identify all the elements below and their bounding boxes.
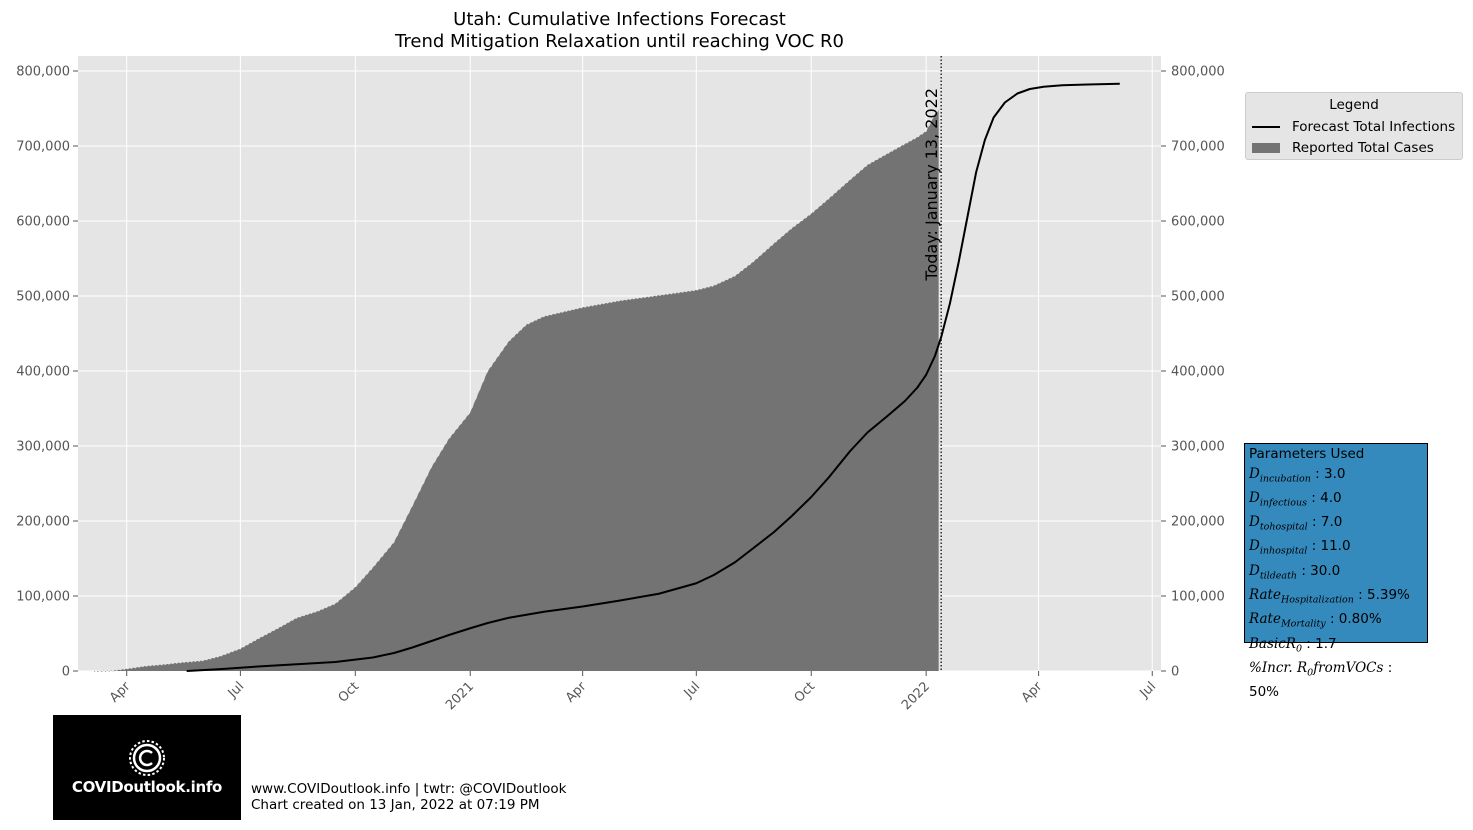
y-tick-label-right: 200,000 [1171, 515, 1225, 530]
parameters-box: Parameters Used Dincubation : 3.0 Dinfect… [1244, 443, 1428, 700]
chart-title: Utah: Cumulative Infections Forecast [453, 9, 786, 30]
x-tick-label: Oct [336, 679, 363, 706]
x-tick-label: Apr [107, 679, 134, 706]
y-tick-label-right: 0 [1171, 665, 1179, 680]
virus-logo-icon [129, 740, 165, 776]
parameter-row: Dtildeath : 30.0 [1249, 562, 1341, 582]
parameter-row: RateHospitalization : 5.39% [1249, 587, 1410, 606]
logo-text: COVIDoutlook.info [71, 778, 223, 796]
x-tick-label: Jul [225, 679, 247, 701]
x-tick-label: Apr [563, 679, 590, 706]
logo: COVIDoutlook.info [53, 715, 241, 820]
y-tick-label-left: 300,000 [16, 440, 70, 455]
y-tick-label-right: 700,000 [1171, 140, 1225, 155]
y-tick-label-right: 800,000 [1171, 65, 1225, 80]
parameter-row: Dincubation : 3.0 [1249, 465, 1346, 485]
legend-patch-swatch [1252, 143, 1280, 153]
parameter-row: Dtohospital : 7.0 [1249, 514, 1343, 533]
x-tick-label: Jul [681, 679, 703, 701]
legend: Legend Forecast Total Infections Reporte… [1245, 92, 1463, 160]
y-tick-label-right: 600,000 [1171, 215, 1225, 230]
reported-cases-bars [94, 110, 939, 672]
x-tick-label: 2021 [443, 679, 477, 713]
x-tick-label: 2022 [899, 679, 933, 713]
legend-label-reported: Reported Total Cases [1292, 140, 1434, 156]
forecast-line [186, 82, 1120, 672]
parameter-row: %Incr. R0fromVOCs : 50% [1249, 659, 1393, 701]
today-label: Today: January 13, 2022 [922, 88, 941, 282]
parameter-row: Dinfectious : 4.0 [1249, 489, 1342, 509]
legend-line-swatch [1252, 126, 1280, 128]
legend-title: Legend [1329, 97, 1379, 113]
y-tick-label-right: 300,000 [1171, 440, 1225, 455]
y-tick-label-left: 700,000 [16, 140, 70, 155]
footer: www.COVIDoutlook.info | twtr: @COVIDoutl… [251, 781, 566, 813]
y-tick-label-right: 100,000 [1171, 590, 1225, 605]
parameters-title: Parameters Used [1249, 446, 1365, 462]
y-tick-label-right: 400,000 [1171, 365, 1225, 380]
y-tick-label-left: 500,000 [16, 290, 70, 305]
x-tick-label: Oct [792, 679, 819, 706]
legend-item-forecast: Forecast Total Infections [1252, 118, 1455, 136]
y-tick-label-left: 200,000 [16, 515, 70, 530]
legend-label-forecast: Forecast Total Infections [1292, 119, 1456, 135]
parameter-row: BasicR0 : 1.7 [1249, 635, 1337, 655]
y-tick-label-left: 100,000 [16, 590, 70, 605]
chart-subtitle: Trend Mitigation Relaxation until reachi… [394, 31, 844, 52]
parameter-row: RateMortality : 0.80% [1249, 611, 1382, 630]
footer-line-created: Chart created on 13 Jan, 2022 at 07:19 P… [251, 797, 540, 813]
y-tick-label-left: 0 [62, 665, 70, 680]
parameter-row: Dinhospital : 11.0 [1249, 538, 1351, 558]
footer-line-website: www.COVIDoutlook.info | twtr: @COVIDoutl… [251, 781, 567, 797]
y-tick-label-left: 400,000 [16, 365, 70, 380]
x-tick-label: Jul [1137, 679, 1159, 701]
y-tick-label-right: 500,000 [1171, 290, 1225, 305]
x-tick-label: Apr [1019, 679, 1046, 706]
y-tick-label-left: 800,000 [16, 65, 70, 80]
y-tick-label-left: 600,000 [16, 215, 70, 230]
legend-item-reported: Reported Total Cases [1252, 139, 1434, 157]
